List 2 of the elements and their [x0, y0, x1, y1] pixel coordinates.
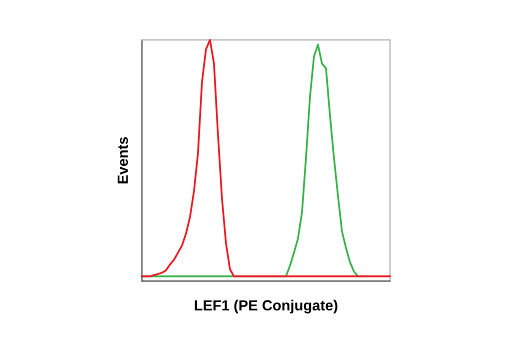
x-axis-title: LEF1 (PE Conjugate) [194, 300, 338, 314]
y-axis-title: Events [118, 137, 128, 184]
